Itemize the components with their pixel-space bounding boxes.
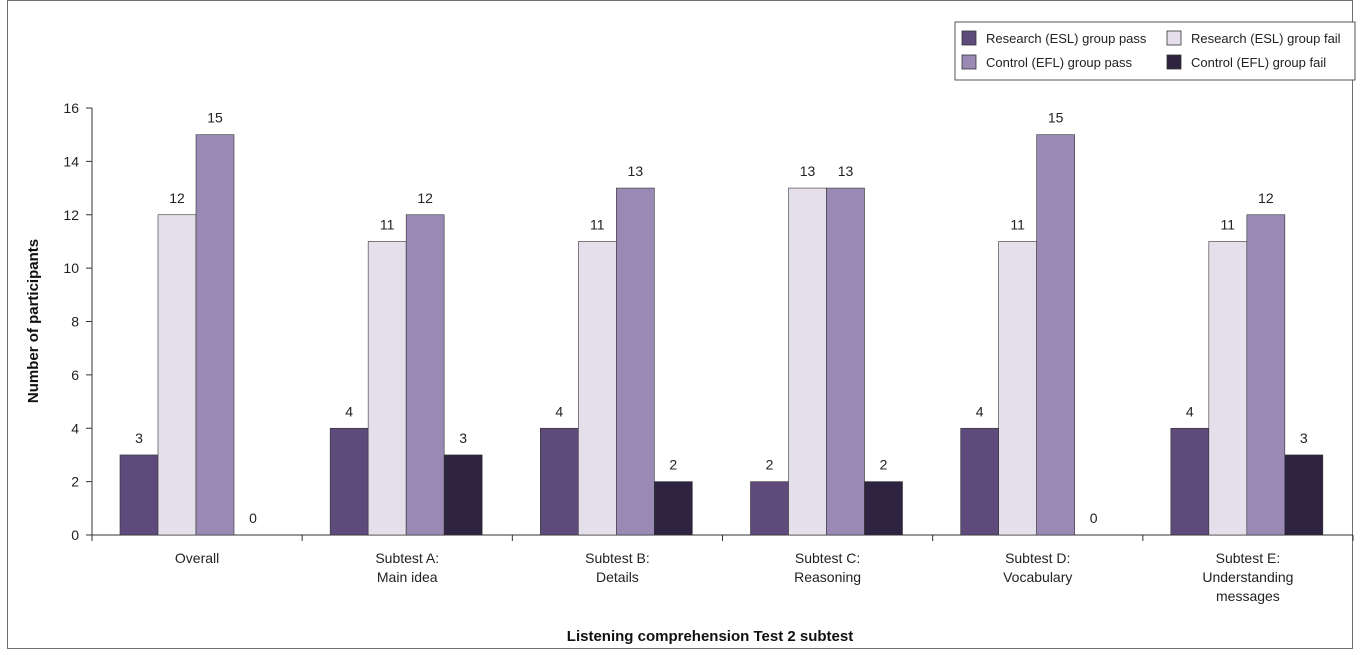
x-category-label: Subtest B: (585, 550, 650, 566)
legend-label: Research (ESL) group fail (1191, 31, 1341, 46)
data-label: 11 (380, 216, 395, 232)
bar (788, 187, 827, 536)
legend-swatch (1166, 30, 1182, 46)
legend-label: Control (EFL) group pass (986, 55, 1132, 70)
data-label: 0 (1090, 510, 1098, 526)
x-axis: Overall Subtest A: Main idea Subtest B: Deta… (91, 534, 1354, 604)
y-tick-label: 10 (63, 260, 79, 276)
data-label: 3 (135, 430, 143, 446)
data-label: 12 (169, 190, 185, 206)
x-category-label: Main idea (377, 569, 438, 585)
data-label: 3 (1300, 430, 1308, 446)
bar (367, 241, 407, 536)
bar (195, 134, 235, 536)
data-label: 3 (459, 430, 467, 446)
legend-label: Control (EFL) group fail (1191, 55, 1326, 70)
x-category-label: Vocabulary (1003, 569, 1072, 585)
data-label: 4 (976, 403, 984, 419)
x-category-label: Understanding (1202, 569, 1293, 585)
x-category-label: Subtest A: (375, 550, 439, 566)
bar (616, 187, 655, 536)
data-label: 0 (249, 510, 257, 526)
y-tick-label: 16 (63, 100, 79, 116)
bar (654, 481, 693, 536)
y-tick-label: 4 (71, 420, 79, 436)
bar (405, 214, 445, 536)
bar (826, 187, 865, 536)
legend-swatch (961, 54, 977, 70)
data-label: 12 (1258, 190, 1274, 206)
x-category-label: Subtest C: (795, 550, 860, 566)
data-label: 13 (838, 163, 854, 179)
bar (157, 214, 197, 536)
y-axis-title: Number of participants (25, 239, 42, 403)
x-category-label: messages (1216, 588, 1280, 604)
data-label: 11 (590, 216, 605, 232)
data-label: 4 (1186, 403, 1194, 419)
bar (998, 241, 1037, 536)
data-label: 13 (628, 163, 644, 179)
data-label: 12 (417, 190, 433, 206)
x-category-label: Subtest E: (1216, 550, 1281, 566)
bar (1208, 241, 1248, 536)
bar (750, 481, 789, 536)
data-label: 2 (669, 457, 677, 473)
y-tick-label: 0 (71, 527, 79, 543)
y-tick-label: 8 (71, 314, 79, 330)
y-tick-label: 6 (71, 367, 79, 383)
legend: Research (ESL) group pass Research (ESL) … (954, 21, 1356, 81)
bar (1246, 214, 1286, 536)
legend-swatch (961, 30, 977, 46)
data-label: 4 (345, 403, 353, 419)
bar (119, 454, 159, 536)
data-label: 13 (800, 163, 816, 179)
bar (1284, 454, 1324, 536)
bar (329, 427, 369, 536)
bar (578, 241, 617, 536)
y-axis: 0 2 4 6 8 10 12 14 16 (63, 100, 93, 543)
legend-label: Research (ESL) group pass (986, 31, 1147, 46)
data-label: 2 (880, 457, 888, 473)
data-label: 15 (207, 110, 223, 126)
y-tick-label: 12 (63, 207, 79, 223)
y-tick-label: 14 (63, 153, 79, 169)
data-label: 4 (555, 403, 563, 419)
bar (864, 481, 903, 536)
data-label: 11 (1010, 216, 1025, 232)
x-category-label: Details (596, 569, 639, 585)
data-label: 11 (1221, 216, 1236, 232)
bar (1170, 427, 1210, 536)
bar (960, 427, 999, 536)
x-category-label: Subtest D: (1005, 550, 1070, 566)
data-label: 15 (1048, 110, 1064, 126)
bar (1036, 134, 1075, 536)
bar (540, 427, 579, 536)
legend-swatch (1166, 54, 1182, 70)
bars (119, 134, 1324, 536)
x-category-label: Reasoning (794, 569, 861, 585)
x-axis-title: Listening comprehension Test 2 subtest (567, 628, 853, 645)
x-category-label: Overall (175, 550, 219, 566)
legend-box (954, 21, 1356, 81)
data-labels: 3 12 15 0 4 11 12 3 4 11 13 2 2 13 13 2 4 11 15 0 4 11 12 3 (135, 110, 1308, 526)
bar (443, 454, 483, 536)
data-label: 2 (766, 457, 774, 473)
y-tick-label: 2 (71, 474, 79, 490)
